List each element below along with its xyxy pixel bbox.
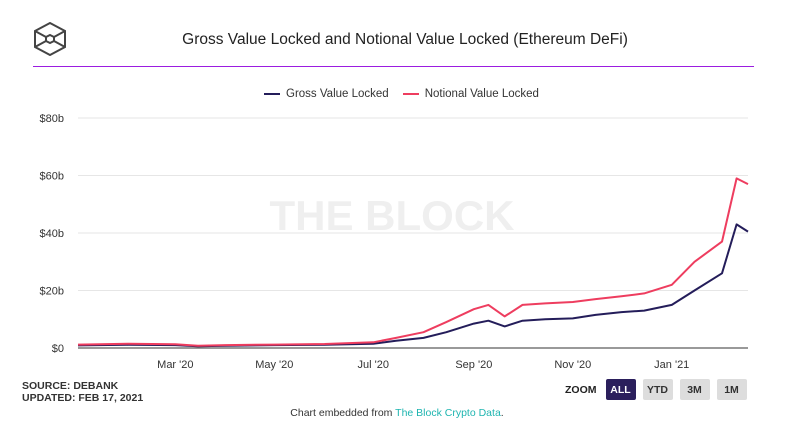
y-tick-label: $20b <box>40 286 64 298</box>
legend-swatch <box>264 92 280 96</box>
embed-prefix: Chart embedded from <box>290 407 396 419</box>
source-label: SOURCE: DEBANK <box>22 380 119 392</box>
watermark: THE BLOCK <box>270 192 515 239</box>
source-info: SOURCE: DEBANK UPDATED: FEB 17, 2021 <box>22 380 143 404</box>
x-tick-label: Sep '20 <box>455 359 492 371</box>
y-tick-label: $80b <box>40 113 64 125</box>
legend-item-notional[interactable]: Notional Value Locked <box>402 88 539 100</box>
header-divider <box>33 66 754 67</box>
x-tick-label: Jan '21 <box>654 359 689 371</box>
legend-item-gross[interactable]: Gross Value Locked <box>264 88 389 100</box>
legend-swatch <box>402 92 419 96</box>
legend-label: Gross Value Locked <box>286 88 389 100</box>
the-block-logo-icon <box>33 21 67 61</box>
x-tick-label: Jul '20 <box>358 359 389 371</box>
legend-label: Notional Value Locked <box>424 88 539 100</box>
x-tick-label: Mar '20 <box>157 359 193 371</box>
series-line-gross <box>77 223 749 348</box>
zoom-controls: ZOOM ALL YTD 3M 1M <box>565 379 747 400</box>
x-tick-label: Nov '20 <box>554 359 591 371</box>
y-tick-label: $40b <box>40 228 64 240</box>
y-tick-label: $60b <box>40 171 64 183</box>
legend: Gross Value Locked Notional Value Locked <box>264 88 539 100</box>
updated-label: UPDATED: FEB 17, 2021 <box>22 392 144 404</box>
zoom-all-button[interactable]: ALL <box>605 379 636 400</box>
embed-note: Chart embedded from The Block Crypto Dat… <box>0 407 794 419</box>
x-tick-label: May '20 <box>255 359 293 371</box>
y-tick-label: $0 <box>52 343 64 355</box>
the-block-data-link[interactable]: The Block Crypto Data <box>395 407 501 419</box>
embed-suffix: . <box>500 407 504 419</box>
zoom-label: ZOOM <box>565 383 597 396</box>
chart-title: Gross Value Locked and Notional Value Lo… <box>182 31 628 48</box>
zoom-ytd-button[interactable]: YTD <box>642 379 673 400</box>
zoom-3m-button[interactable]: 3M <box>679 379 710 400</box>
zoom-1m-button[interactable]: 1M <box>716 379 747 400</box>
series-line-notional <box>77 177 749 347</box>
